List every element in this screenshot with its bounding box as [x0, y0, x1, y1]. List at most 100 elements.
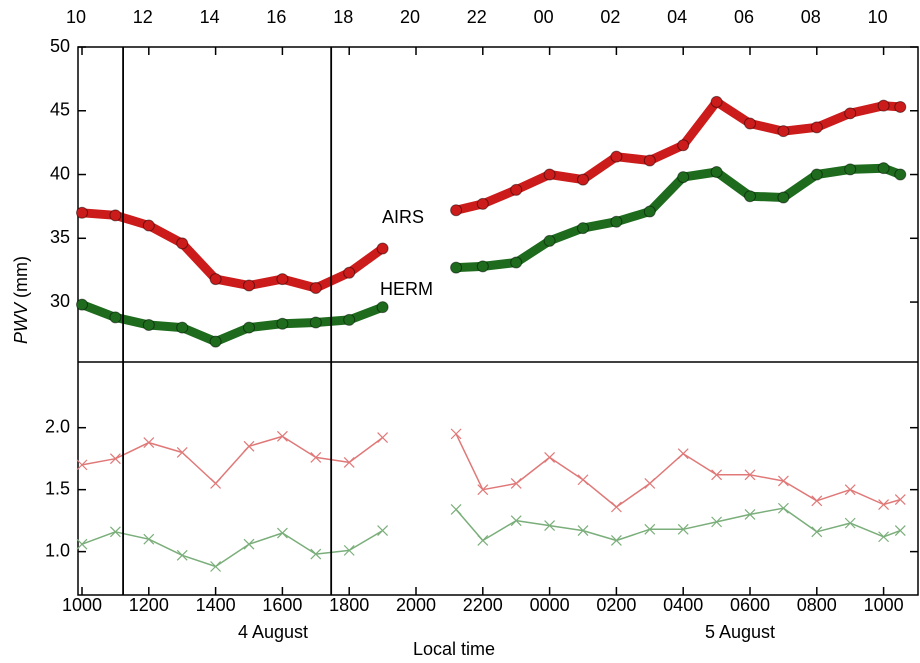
data-point	[610, 501, 622, 513]
data-point	[643, 205, 656, 218]
y-label-unit: (mm)	[11, 256, 31, 298]
data-point	[811, 526, 823, 538]
data-point	[243, 321, 256, 334]
x2-tick-label: 18	[333, 7, 353, 27]
data-point	[109, 311, 122, 324]
y-tick-label: 1.0	[45, 540, 70, 560]
x-axis-label: Local time	[413, 639, 495, 659]
data-point	[744, 509, 756, 520]
data-point	[894, 100, 907, 113]
x2-tick-label: 04	[667, 7, 687, 27]
data-point	[76, 206, 89, 219]
data-point	[209, 273, 222, 286]
data-point	[577, 173, 590, 186]
data-point	[878, 499, 890, 510]
data-point	[510, 183, 523, 196]
data-point	[210, 478, 222, 489]
x2-tick-label: 12	[133, 7, 153, 27]
data-point	[176, 549, 188, 561]
data-point	[143, 533, 155, 545]
data-point	[510, 515, 522, 527]
x-tick-label: 0400	[663, 595, 703, 615]
date-label: 4 August	[238, 622, 308, 642]
series-label: AIRS	[382, 207, 424, 227]
data-point	[610, 215, 623, 228]
data-point	[76, 298, 89, 311]
data-point	[276, 317, 289, 330]
y-tick-label: 45	[50, 100, 70, 120]
data-point	[711, 516, 723, 528]
data-point	[142, 219, 155, 232]
data-point	[677, 171, 690, 184]
data-point	[377, 432, 389, 444]
data-point	[810, 121, 823, 134]
data-point	[450, 428, 462, 440]
data-point	[894, 168, 907, 181]
data-point	[543, 168, 556, 181]
data-point	[477, 484, 489, 496]
data-point	[276, 430, 288, 442]
data-point	[476, 197, 489, 210]
x2-tick-label: 00	[534, 7, 554, 27]
data-point	[309, 316, 322, 329]
data-point	[477, 535, 489, 546]
y-label-var: PWV	[11, 301, 31, 344]
data-point	[744, 469, 756, 481]
data-point	[878, 531, 890, 543]
data-point	[243, 538, 255, 550]
data-point	[894, 525, 906, 536]
data-point	[677, 139, 690, 152]
data-point	[577, 525, 589, 536]
data-point	[343, 544, 355, 556]
data-point	[577, 474, 589, 486]
x-tick-label: 1200	[129, 595, 169, 615]
x2-tick-label: 10	[66, 7, 86, 27]
data-point	[243, 279, 256, 292]
data-point	[777, 502, 789, 514]
data-point	[877, 162, 890, 175]
data-point	[877, 99, 890, 112]
data-point	[677, 448, 689, 460]
series-line	[81, 433, 902, 508]
x-tick-label: 1600	[262, 595, 302, 615]
data-point	[644, 523, 656, 535]
y-tick-label: 2.0	[45, 416, 70, 436]
series-label: HERM	[380, 279, 433, 299]
data-point	[844, 517, 856, 529]
data-point	[109, 526, 121, 538]
data-point	[544, 452, 556, 463]
data-point	[643, 154, 656, 167]
date-label: 5 August	[705, 622, 775, 642]
data-point	[176, 321, 189, 334]
y-tick-label: 1.5	[45, 478, 70, 498]
x-tick-label: 1400	[196, 595, 236, 615]
data-point	[450, 204, 463, 217]
data-point	[543, 234, 556, 247]
data-point	[276, 527, 288, 539]
y-tick-label: 50	[50, 36, 70, 56]
x2-tick-label: 08	[801, 7, 821, 27]
data-point	[376, 301, 389, 314]
data-point	[811, 495, 823, 507]
data-point	[577, 222, 590, 235]
data-point	[744, 190, 756, 203]
data-point	[711, 469, 723, 481]
data-point	[450, 261, 463, 274]
data-point	[744, 117, 756, 130]
data-point	[209, 335, 222, 348]
series-line	[77, 163, 905, 347]
data-point	[777, 475, 789, 487]
data-point	[610, 535, 622, 546]
y-tick-label: 35	[50, 227, 70, 247]
x-tick-label: 0200	[596, 595, 636, 615]
x-tick-label: 0000	[530, 595, 570, 615]
data-point	[143, 437, 155, 448]
data-point	[109, 209, 122, 222]
data-point	[450, 504, 462, 515]
x-tick-label: 1000	[62, 595, 102, 615]
x2-tick-label: 22	[467, 7, 487, 27]
data-point	[310, 548, 322, 560]
data-point	[710, 165, 723, 178]
data-point	[210, 561, 222, 572]
x-tick-label: 0600	[730, 595, 770, 615]
